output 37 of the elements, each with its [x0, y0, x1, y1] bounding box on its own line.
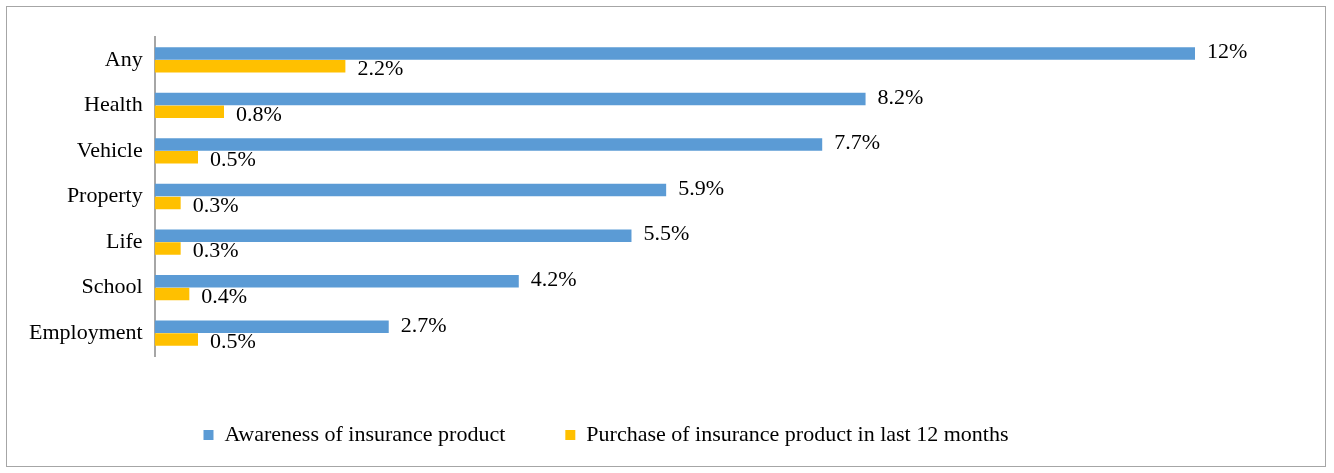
data-label: 7.7% — [834, 129, 881, 155]
legend-label: Awareness of insurance product — [224, 420, 506, 446]
y-tick-label: Employment — [29, 319, 143, 344]
legend-label: Purchase of insurance product in last 12 months — [586, 420, 1009, 446]
data-label: 0.8% — [236, 100, 282, 126]
bar — [154, 242, 181, 255]
data-label: 0.4% — [201, 282, 248, 308]
data-label: 2.7% — [400, 311, 447, 337]
data-label: 12% — [1207, 38, 1248, 64]
data-label: 0.3% — [192, 237, 239, 263]
bar — [154, 287, 190, 301]
bar — [154, 105, 225, 118]
y-tick-label: Any — [104, 45, 143, 71]
bar — [154, 196, 181, 210]
data-label: 0.5% — [210, 328, 256, 354]
y-tick-label: Life — [106, 227, 143, 253]
data-label: 8.2% — [877, 83, 924, 109]
data-label: 2.2% — [357, 54, 404, 80]
y-tick-label: Health — [84, 91, 143, 117]
bar — [154, 275, 519, 288]
bar — [154, 320, 389, 334]
y-tick-label: Property — [66, 182, 143, 208]
data-label: 5.5% — [643, 220, 690, 246]
bar — [154, 59, 346, 73]
bar — [154, 138, 823, 151]
bar — [154, 183, 667, 197]
y-tick-label: Vehicle — [76, 136, 143, 162]
bar — [154, 47, 1195, 60]
data-label: 0.5% — [210, 146, 256, 172]
bar — [154, 229, 632, 242]
data-label: 0.3% — [192, 191, 239, 217]
bar — [154, 151, 198, 164]
data-label: 5.9% — [678, 174, 724, 200]
y-tick-label: School — [81, 273, 143, 299]
bar — [154, 333, 198, 346]
bar — [154, 92, 866, 106]
data-label: 4.2% — [530, 266, 577, 292]
